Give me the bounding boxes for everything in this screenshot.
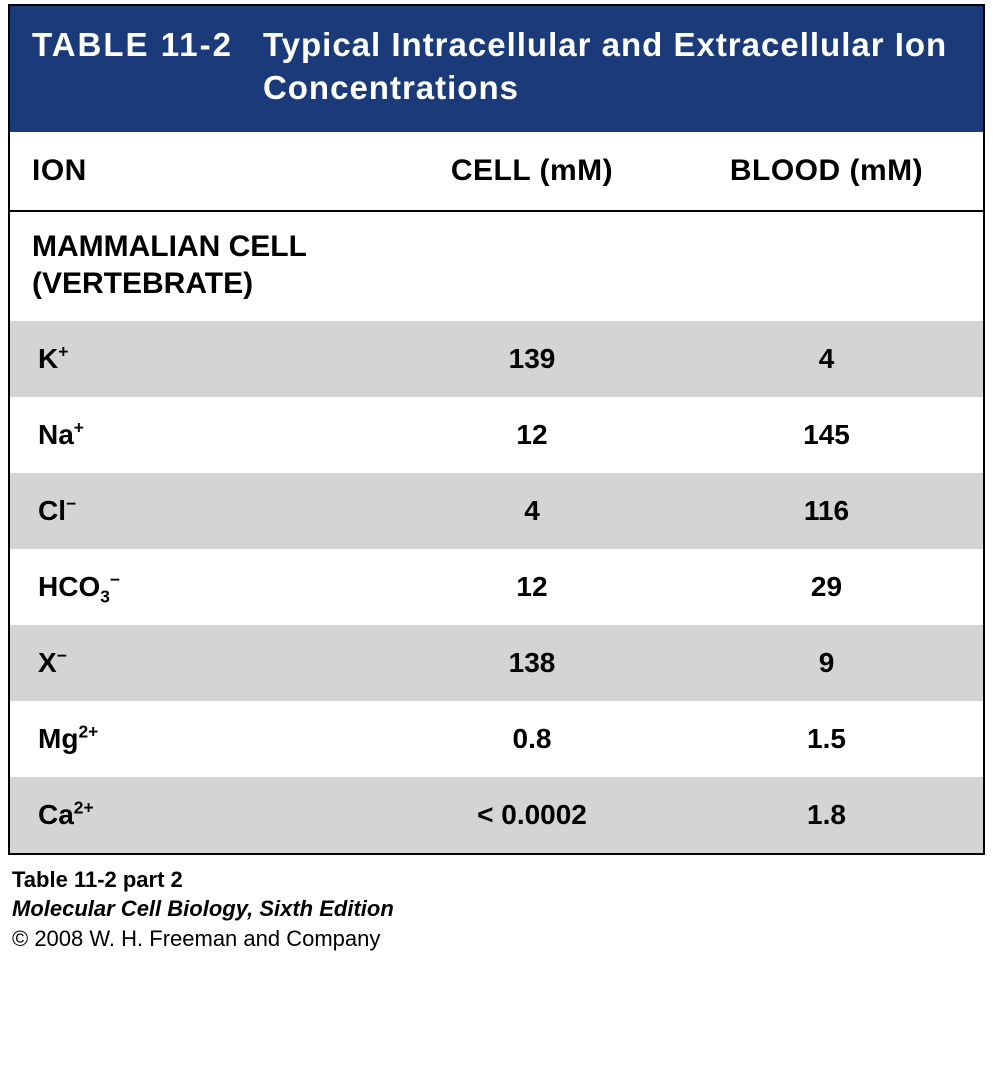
page: TABLE 11-2 Typical Intracellular and Ext… (0, 0, 993, 962)
table-title-bar: TABLE 11-2 Typical Intracellular and Ext… (10, 4, 983, 132)
blood-value: 4 (692, 343, 961, 375)
caption-line-1: Table 11-2 part 2 (12, 865, 981, 895)
ion-label: X− (38, 647, 372, 679)
cell-value: 12 (372, 571, 692, 603)
ion-label: K+ (38, 343, 372, 375)
blood-value: 1.5 (692, 723, 961, 755)
column-header-cell: CELL (mM) (372, 154, 692, 188)
blood-value: 116 (692, 495, 961, 527)
cell-value: 12 (372, 419, 692, 451)
ion-label: Mg2+ (38, 723, 372, 755)
ion-label: Na+ (38, 419, 372, 451)
table-row: K+1394 (10, 321, 983, 397)
caption-line-2: Molecular Cell Biology, Sixth Edition (12, 894, 981, 924)
table-number: TABLE 11-2 (32, 24, 263, 67)
column-header-blood: BLOOD (mM) (692, 154, 961, 188)
section-label: MAMMALIAN CELL(VERTEBRATE) (10, 212, 983, 321)
table-row: X−1389 (10, 625, 983, 701)
ion-label: HCO3− (38, 571, 372, 603)
column-header-row: ION CELL (mM) BLOOD (mM) (10, 132, 983, 212)
blood-value: 29 (692, 571, 961, 603)
section-label-text: MAMMALIAN CELL(VERTEBRATE) (32, 230, 307, 301)
caption-line-3: © 2008 W. H. Freeman and Company (12, 924, 981, 954)
ion-label: Cl− (38, 495, 372, 527)
ion-table: TABLE 11-2 Typical Intracellular and Ext… (8, 4, 985, 855)
cell-value: 4 (372, 495, 692, 527)
cell-value: 138 (372, 647, 692, 679)
table-row: Cl−4116 (10, 473, 983, 549)
blood-value: 9 (692, 647, 961, 679)
cell-value: < 0.0002 (372, 799, 692, 831)
table-row: Ca2+< 0.00021.8 (10, 777, 983, 853)
table-row: Na+12145 (10, 397, 983, 473)
table-row: HCO3−1229 (10, 549, 983, 625)
column-header-ion: ION (32, 154, 372, 188)
table-row: Mg2+0.81.5 (10, 701, 983, 777)
cell-value: 139 (372, 343, 692, 375)
data-rows-container: K+1394Na+12145Cl−4116HCO3−1229X−1389Mg2+… (10, 321, 983, 853)
caption-block: Table 11-2 part 2 Molecular Cell Biology… (8, 855, 985, 954)
blood-value: 1.8 (692, 799, 961, 831)
blood-value: 145 (692, 419, 961, 451)
cell-value: 0.8 (372, 723, 692, 755)
table-title-text: Typical Intracellular and Extracellular … (263, 24, 961, 110)
ion-label: Ca2+ (38, 799, 372, 831)
